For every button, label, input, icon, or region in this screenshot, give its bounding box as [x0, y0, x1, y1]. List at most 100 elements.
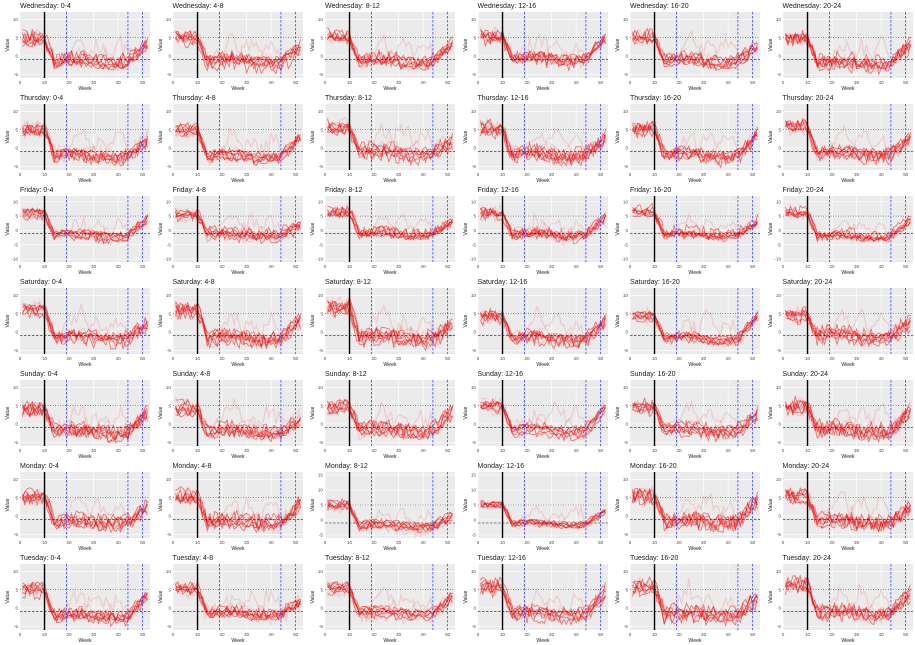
x-tick-label: 30: [701, 264, 707, 269]
y-tick-label: 5: [15, 495, 18, 500]
panel-plot: 0 10 20 30 40 50 -10 -5 0 5 10 Week Value: [768, 196, 913, 276]
x-tick-label: 40: [726, 632, 732, 637]
x-tick-label: 0: [324, 264, 327, 269]
y-tick-label: 0: [473, 330, 476, 335]
x-tick-label: 30: [549, 264, 555, 269]
y-axis-label: Value: [463, 130, 469, 143]
y-tick-label: 15: [318, 473, 324, 478]
y-tick-label: 0: [473, 518, 476, 523]
series-line: [22, 303, 148, 341]
y-tick-label: 10: [318, 109, 324, 114]
x-tick-label: 0: [171, 356, 174, 361]
panel-title: Wednesday: 4-8: [172, 3, 224, 10]
x-tick-label: 0: [476, 448, 479, 453]
x-tick-label: 10: [499, 80, 505, 85]
y-tick-label: 0: [778, 146, 781, 151]
y-tick-label: 0: [625, 514, 628, 519]
panel-plot: 0 10 20 30 40 50 -10 -5 0 5 10 Week Value: [5, 196, 150, 276]
y-tick-label: -5: [624, 532, 629, 537]
x-tick-label: 0: [19, 632, 22, 637]
panel: Monday: 16-20 0 10 20 30 40 50 -5 0 5 10 Week Value: [610, 460, 763, 552]
y-tick-label: -5: [624, 348, 629, 353]
plot-background: [630, 12, 760, 78]
y-tick-label: 10: [775, 477, 781, 482]
series-line: [784, 307, 911, 343]
y-tick-label: 10: [470, 293, 476, 298]
y-tick-label: -5: [471, 348, 476, 353]
plot-background: [172, 196, 303, 262]
x-tick-label: 50: [903, 80, 909, 85]
series-line: [327, 300, 453, 347]
series-line: [327, 296, 453, 345]
y-tick-label: 5: [625, 403, 628, 408]
y-tick-label: 5: [15, 214, 18, 219]
x-tick-label: 0: [476, 172, 479, 177]
x-axis-label: Week: [231, 546, 245, 552]
panel: Tuesday: 0-4 0 10 20 30 40 50 -5 0 5 10 Week Value: [0, 552, 153, 644]
x-tick-label: 0: [171, 540, 174, 545]
x-tick-label: 50: [445, 172, 451, 177]
panel-title: Monday: 20-24: [782, 463, 830, 470]
y-tick-label: 10: [318, 199, 324, 204]
x-tick-label: 40: [116, 448, 122, 453]
y-tick-label: -5: [624, 242, 629, 247]
y-tick-label: 10: [165, 293, 171, 298]
series-line: [174, 123, 301, 165]
x-tick-label: 10: [804, 80, 810, 85]
y-axis-label: Value: [768, 38, 774, 51]
series-line: [327, 299, 453, 343]
x-tick-label: 40: [421, 172, 427, 177]
series-line: [327, 501, 453, 532]
x-tick-label: 40: [878, 356, 884, 361]
series-line: [22, 37, 148, 71]
y-tick-label: 0: [778, 54, 781, 59]
x-tick-label: 10: [194, 356, 200, 361]
x-tick-label: 10: [347, 632, 353, 637]
x-tick-label: 0: [19, 172, 22, 177]
series-line: [632, 211, 758, 243]
series-line: [632, 312, 758, 345]
series-line: [327, 35, 453, 70]
x-tick-label: 30: [396, 448, 402, 453]
y-axis-label: Value: [158, 590, 164, 603]
panel: Wednesday: 12-16 0 10 20 30 40 50 -5 0 5 10 Week Val…: [458, 0, 611, 92]
x-tick-label: 10: [42, 172, 48, 177]
x-tick-label: 0: [629, 356, 632, 361]
x-tick-label: 50: [140, 264, 146, 269]
y-tick-label: 10: [623, 17, 629, 22]
x-tick-label: 30: [854, 80, 860, 85]
y-tick-label: -5: [14, 72, 19, 77]
y-axis-label: Value: [158, 314, 164, 327]
series-line: [22, 402, 148, 441]
y-tick-label: 0: [473, 146, 476, 151]
x-tick-label: 10: [347, 448, 353, 453]
y-tick-label: -10: [469, 257, 476, 262]
series-line: [174, 490, 301, 529]
x-tick-label: 50: [598, 356, 604, 361]
x-tick-label: 0: [476, 632, 479, 637]
series-line: [174, 487, 301, 532]
x-tick-label: 10: [499, 264, 505, 269]
y-tick-label: 0: [625, 330, 628, 335]
x-tick-label: 30: [549, 632, 555, 637]
x-tick-label: 40: [268, 356, 274, 361]
series-line: [174, 207, 301, 238]
panel: Saturday: 0-4 0 10 20 30 40 50 -5 0 5 10 Week Value: [0, 276, 153, 368]
series-line: [327, 404, 453, 441]
series-line: [327, 398, 453, 439]
x-tick-label: 0: [781, 80, 784, 85]
y-tick-label: 5: [778, 35, 781, 40]
x-tick-label: 0: [324, 448, 327, 453]
x-axis-label: Week: [383, 454, 397, 460]
x-tick-label: 30: [396, 264, 402, 269]
series-line: [632, 576, 758, 620]
x-tick-label: 20: [676, 540, 682, 545]
y-tick-label: 5: [778, 495, 781, 500]
y-tick-label: -5: [319, 72, 324, 77]
x-tick-label: 50: [903, 356, 909, 361]
y-tick-label: -5: [14, 624, 19, 629]
panel: Sunday: 4-8 0 10 20 30 40 50 -5 0 5 10 Week Value: [153, 368, 306, 460]
y-tick-label: 10: [470, 109, 476, 114]
